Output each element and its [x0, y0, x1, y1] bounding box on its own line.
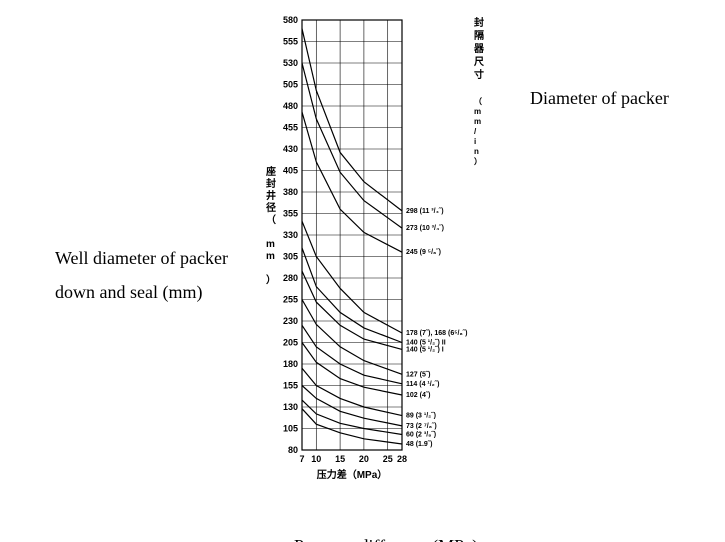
svg-text:7: 7 — [299, 454, 304, 464]
svg-text:（: （ — [474, 96, 482, 106]
svg-text:205: 205 — [283, 338, 298, 348]
svg-text:m: m — [474, 107, 481, 116]
series-curve — [302, 248, 402, 343]
svg-text:20: 20 — [359, 454, 369, 464]
svg-text:555: 555 — [283, 37, 298, 47]
svg-text:455: 455 — [283, 123, 298, 133]
series-label: 73 (2 ⁷/₈˝) — [406, 423, 437, 430]
series-curve — [302, 221, 402, 333]
svg-text:封: 封 — [474, 16, 484, 29]
svg-text:器: 器 — [473, 43, 485, 55]
svg-text:10: 10 — [311, 454, 321, 464]
series-label: 114 (4 ¹/₂˝) — [406, 381, 439, 388]
svg-text:580: 580 — [283, 15, 298, 25]
svg-text:座: 座 — [265, 165, 276, 178]
svg-text:）: ） — [266, 273, 276, 286]
svg-text:封: 封 — [266, 177, 276, 190]
svg-text:）: ） — [474, 156, 482, 166]
svg-text:405: 405 — [283, 166, 298, 176]
svg-text:80: 80 — [288, 445, 298, 455]
left-annotation-line1: Well diameter of packer — [55, 248, 228, 269]
svg-text:尺: 尺 — [474, 56, 484, 68]
svg-text:330: 330 — [283, 230, 298, 240]
series-label: 48 (1.9˝) — [406, 441, 432, 448]
right-title: Diameter of packer — [530, 88, 669, 109]
svg-text:n: n — [474, 147, 479, 156]
svg-text:105: 105 — [283, 424, 298, 434]
svg-text:180: 180 — [283, 359, 298, 369]
svg-text:m: m — [266, 239, 275, 250]
series-curve — [302, 271, 402, 349]
series-label: 140 (5 ¹/₂˝) I — [406, 346, 444, 353]
packer-chart: 7 10 15 20 25 28 80 105 130 155 180 205 230 255 280 305… — [262, 8, 502, 498]
series-label: 60 (2 ³/₈˝) — [406, 432, 436, 439]
svg-text:280: 280 — [283, 273, 298, 283]
series-curve — [302, 325, 402, 384]
svg-text:130: 130 — [283, 402, 298, 412]
svg-text:305: 305 — [283, 252, 298, 262]
svg-text:隔: 隔 — [474, 30, 484, 42]
series-label: 102 (4˝) — [406, 392, 431, 399]
svg-text:28: 28 — [397, 454, 407, 464]
series-curve — [302, 112, 402, 252]
xlabel-cn: 压力差（MPa） — [317, 468, 388, 481]
series-label: 89 (3 ¹/₂˝) — [406, 413, 436, 420]
svg-text:m: m — [474, 117, 481, 126]
svg-text:15: 15 — [335, 454, 345, 464]
series-label: 245 (9 ⁵/₈˝) — [406, 249, 441, 256]
svg-text:480: 480 — [283, 101, 298, 111]
svg-text:25: 25 — [383, 454, 393, 464]
left-annotation-line2: down and seal (mm) — [55, 282, 202, 303]
svg-text:（: （ — [266, 213, 276, 226]
svg-text:255: 255 — [283, 295, 298, 305]
svg-text:230: 230 — [283, 316, 298, 326]
svg-text:/: / — [474, 127, 477, 136]
svg-text:530: 530 — [283, 58, 298, 68]
bottom-caption: Pressure difference(MPa) — [285, 515, 478, 542]
svg-text:380: 380 — [283, 187, 298, 197]
series-curve — [302, 400, 402, 434]
series-label: 178 (7˝), 168 (6⁵/₈˝) — [406, 330, 467, 337]
svg-text:155: 155 — [283, 381, 298, 391]
series-label: 127 (5˝) — [406, 371, 431, 378]
svg-text:井: 井 — [266, 189, 276, 202]
series-label: 298 (11 ³/₄˝) — [406, 208, 444, 215]
series-curve — [302, 63, 402, 228]
series-label: 273 (10 ³/₄˝) — [406, 225, 444, 232]
svg-text:430: 430 — [283, 144, 298, 154]
svg-text:505: 505 — [283, 80, 298, 90]
svg-text:i: i — [474, 137, 476, 146]
svg-text:寸: 寸 — [474, 68, 484, 81]
svg-text:355: 355 — [283, 209, 298, 219]
svg-text:径: 径 — [266, 201, 276, 214]
svg-text:m: m — [266, 251, 275, 262]
